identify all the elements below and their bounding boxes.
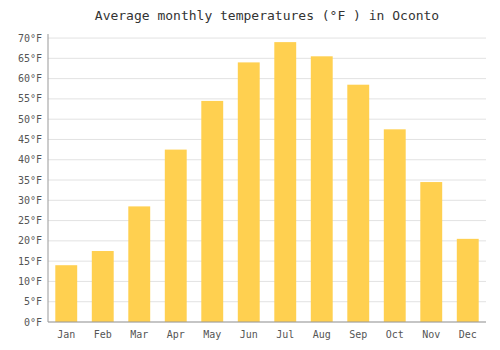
chart: Average monthly temperatures (°F ) in Oc… [0,0,500,350]
y-tick-label: 20°F [18,235,42,246]
bar [384,129,406,322]
bar [457,239,479,322]
grid-line [48,180,486,181]
bars [55,42,478,322]
bar [55,265,77,322]
x-axis: Jan Feb Mar Apr May Jun Jul Aug Sep Oct Nov Dec [48,322,486,340]
x-tick-label: Apr [167,329,185,340]
x-tick-label: May [203,329,221,340]
grid-line [48,98,486,99]
y-tick-label: 0°F [24,317,42,328]
bar [238,62,260,322]
y-tick-label: 55°F [18,93,42,104]
bar [274,42,296,322]
bar [92,251,114,322]
title: Average monthly temperatures (°F ) in Oc… [95,8,439,23]
y-tick-label: 65°F [18,53,42,64]
x-tick-label: Jan [57,329,75,340]
bar [165,150,187,322]
grid-line [48,159,486,160]
grid-line [48,119,486,120]
bar [201,101,223,322]
x-tick-label: Feb [94,329,112,340]
y-tick-label: 30°F [18,195,42,206]
y-tick-label: 45°F [18,134,42,145]
y-tick-label: 5°F [24,296,42,307]
grid-line [48,58,486,59]
y-axis-line [48,34,49,322]
x-tick-label: Jun [240,329,258,340]
y-tick-label: 40°F [18,154,42,165]
x-tick-label: Sep [349,329,367,340]
x-tick-label: Nov [422,329,440,340]
grid-line [48,38,486,39]
grid-line [48,78,486,79]
x-tick-label: Mar [130,329,148,340]
bar [128,206,150,322]
y-tick-label: 50°F [18,114,42,125]
grid-line [48,322,486,323]
grid [48,38,486,322]
y-tick-label: 25°F [18,215,42,226]
y-tick-label: 60°F [18,73,42,84]
x-tick-label: Oct [386,329,404,340]
bar [420,182,442,322]
y-axis: 0°F 5°F 10°F 15°F 20°F 25°F 30°F 35°F 40°F 45°F 50… [18,33,48,328]
x-tick-label: Dec [459,329,477,340]
y-tick-label: 15°F [18,256,42,267]
bar [311,56,333,322]
x-tick-label: Jul [276,329,294,340]
y-tick-label: 70°F [18,33,42,44]
y-tick-label: 10°F [18,276,42,287]
x-tick-label: Aug [313,329,331,340]
grid-line [48,139,486,140]
bar [347,85,369,322]
x-axis-line [48,322,486,323]
y-tick-label: 35°F [18,175,42,186]
